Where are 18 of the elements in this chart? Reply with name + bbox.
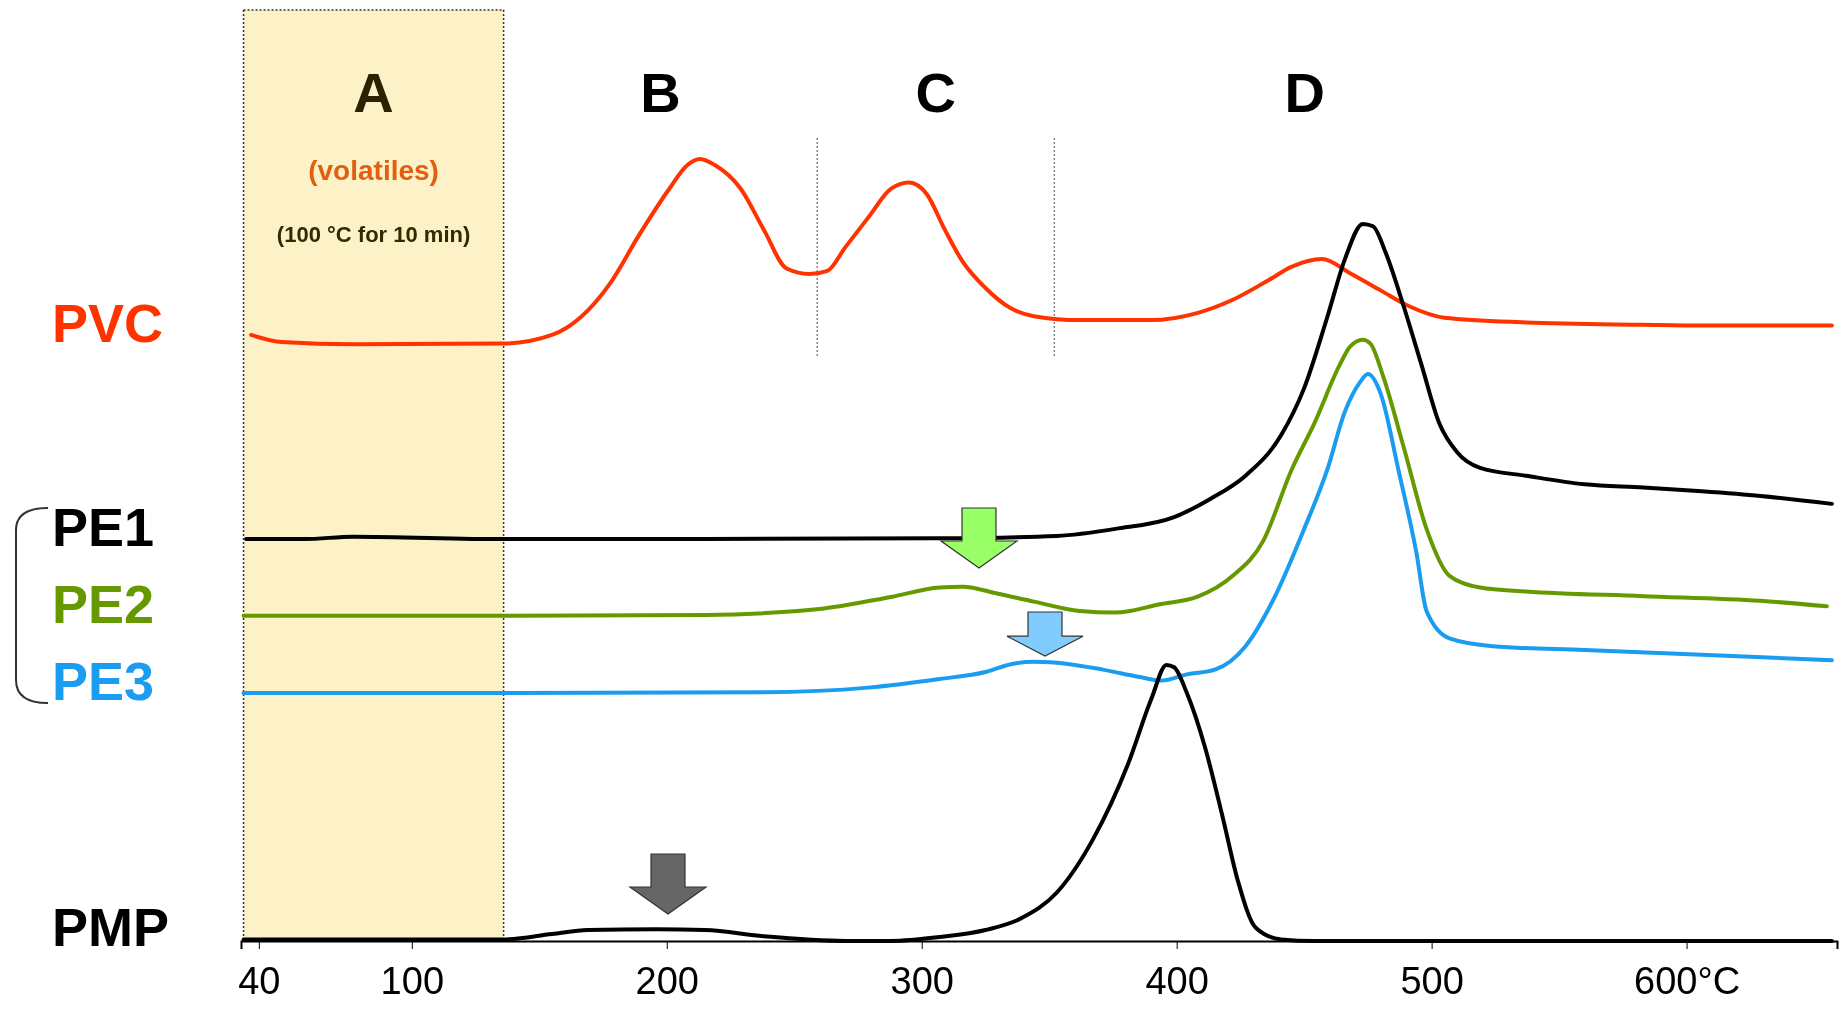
annotation: (volatiles) xyxy=(308,155,439,186)
x-tick-label: 100 xyxy=(380,959,445,1002)
band-label: A xyxy=(353,61,394,125)
series-label: PMP xyxy=(52,897,170,958)
x-tick-label: 300 xyxy=(890,959,954,1002)
text: D xyxy=(1284,61,1325,125)
series-label: PE1 xyxy=(52,497,155,558)
annotation: (100 °C for 10 min) xyxy=(276,222,471,247)
text: C xyxy=(915,61,956,125)
text: B xyxy=(640,61,681,125)
x-tick-label: 40 xyxy=(238,959,281,1002)
x-tick-label: 600°C xyxy=(1634,959,1741,1002)
series-label: PE3 xyxy=(52,651,155,712)
series-label: PE2 xyxy=(52,573,155,634)
x-tick-label: 400 xyxy=(1145,959,1209,1002)
x-tick-label: 200 xyxy=(635,959,699,1002)
x-tick-label: 500 xyxy=(1400,959,1464,1002)
series-label: PVC xyxy=(52,292,164,353)
